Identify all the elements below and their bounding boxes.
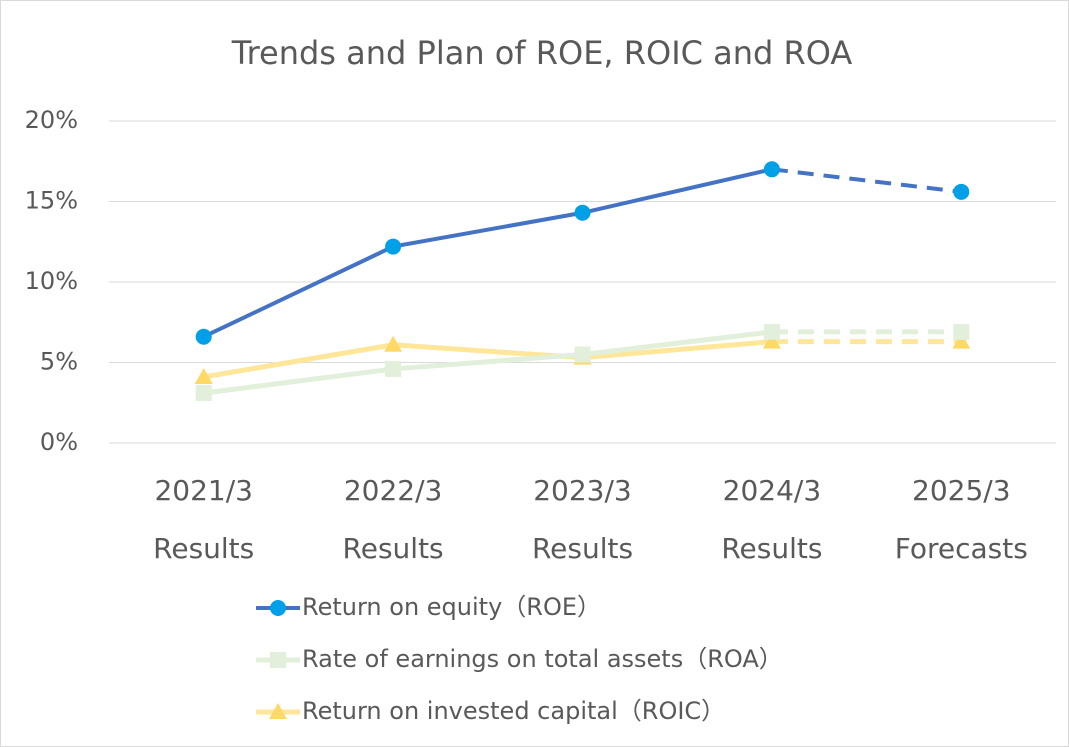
legend-marker [269,703,287,719]
y-tick-label: 5% [40,348,78,376]
marker [763,161,780,178]
marker [574,346,591,363]
marker [953,183,970,200]
legend-marker [270,652,286,668]
x-tick-label: Results [153,532,254,565]
marker [762,332,781,349]
legend-label: Return on equity（ROE） [302,593,601,621]
marker [384,335,403,352]
x-tick-label: 2025/3 [912,474,1011,507]
x-tick-label: 2022/3 [344,474,443,507]
legend-label: Rate of earnings on total assets（ROA） [302,645,783,673]
y-tick-label: 10% [25,267,78,295]
x-tick-label: 2024/3 [723,474,822,507]
forecast-line [771,167,962,194]
marker [385,360,402,377]
chart-title: Trends and Plan of ROE, ROIC and ROA [231,34,853,72]
marker [953,323,970,340]
marker [194,367,213,384]
marker [763,323,780,340]
x-tick-label: Forecasts [895,532,1028,565]
series-line [203,329,773,396]
legend-label: Return on invested capital（ROIC） [302,697,725,725]
marker [952,332,971,349]
y-tick-label: 20% [25,106,78,134]
marker [385,238,402,255]
marker [195,385,212,402]
x-tick-label: Results [343,532,444,565]
y-tick-label: 15% [25,187,78,215]
x-tick-label: 2021/3 [154,474,253,507]
x-tick-label: 2023/3 [533,474,632,507]
y-tick-label: 0% [40,428,78,456]
series-line [202,167,773,339]
marker [574,204,591,221]
marker [195,328,212,345]
series-line [203,339,773,380]
x-tick-label: Results [721,532,822,565]
legend-marker [270,600,286,616]
x-tick-label: Results [532,532,633,565]
